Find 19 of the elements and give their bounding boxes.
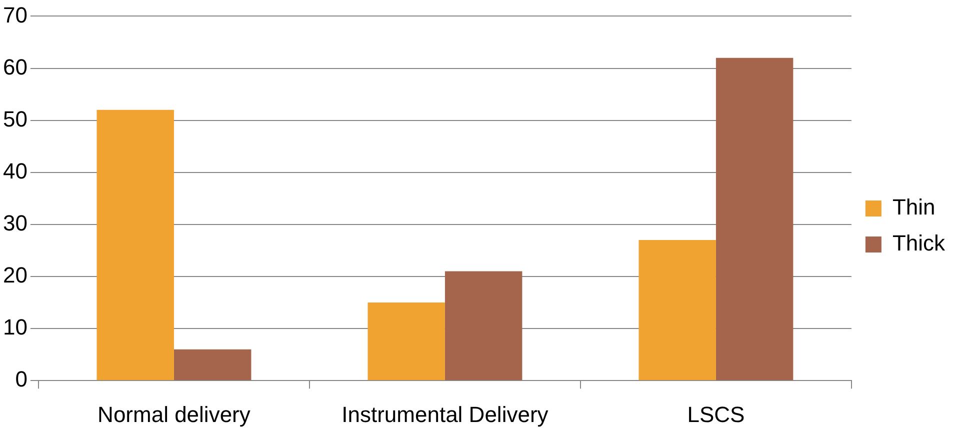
bar: [638, 240, 716, 380]
x-tick-label: Normal delivery: [98, 402, 250, 427]
y-tick-label: 30: [2, 210, 28, 236]
bar: [716, 58, 794, 380]
x-tick-label: Instrumental Delivery: [342, 402, 548, 427]
y-tick-label: 40: [2, 158, 28, 184]
bar: [444, 271, 522, 380]
legend-label: Thick: [892, 230, 946, 256]
y-tick-label: 10: [2, 314, 28, 340]
y-tick-label: 60: [2, 54, 28, 80]
bar: [368, 302, 445, 380]
bar: [96, 110, 174, 380]
y-tick-label: 50: [2, 106, 28, 132]
x-tick-label: LSCS: [687, 402, 745, 427]
legend-label: Thin: [892, 194, 936, 220]
y-tick-label: 70: [2, 2, 28, 28]
y-tick-label: 0: [15, 366, 28, 392]
bar: [174, 349, 252, 380]
y-tick-label: 20: [2, 262, 28, 288]
